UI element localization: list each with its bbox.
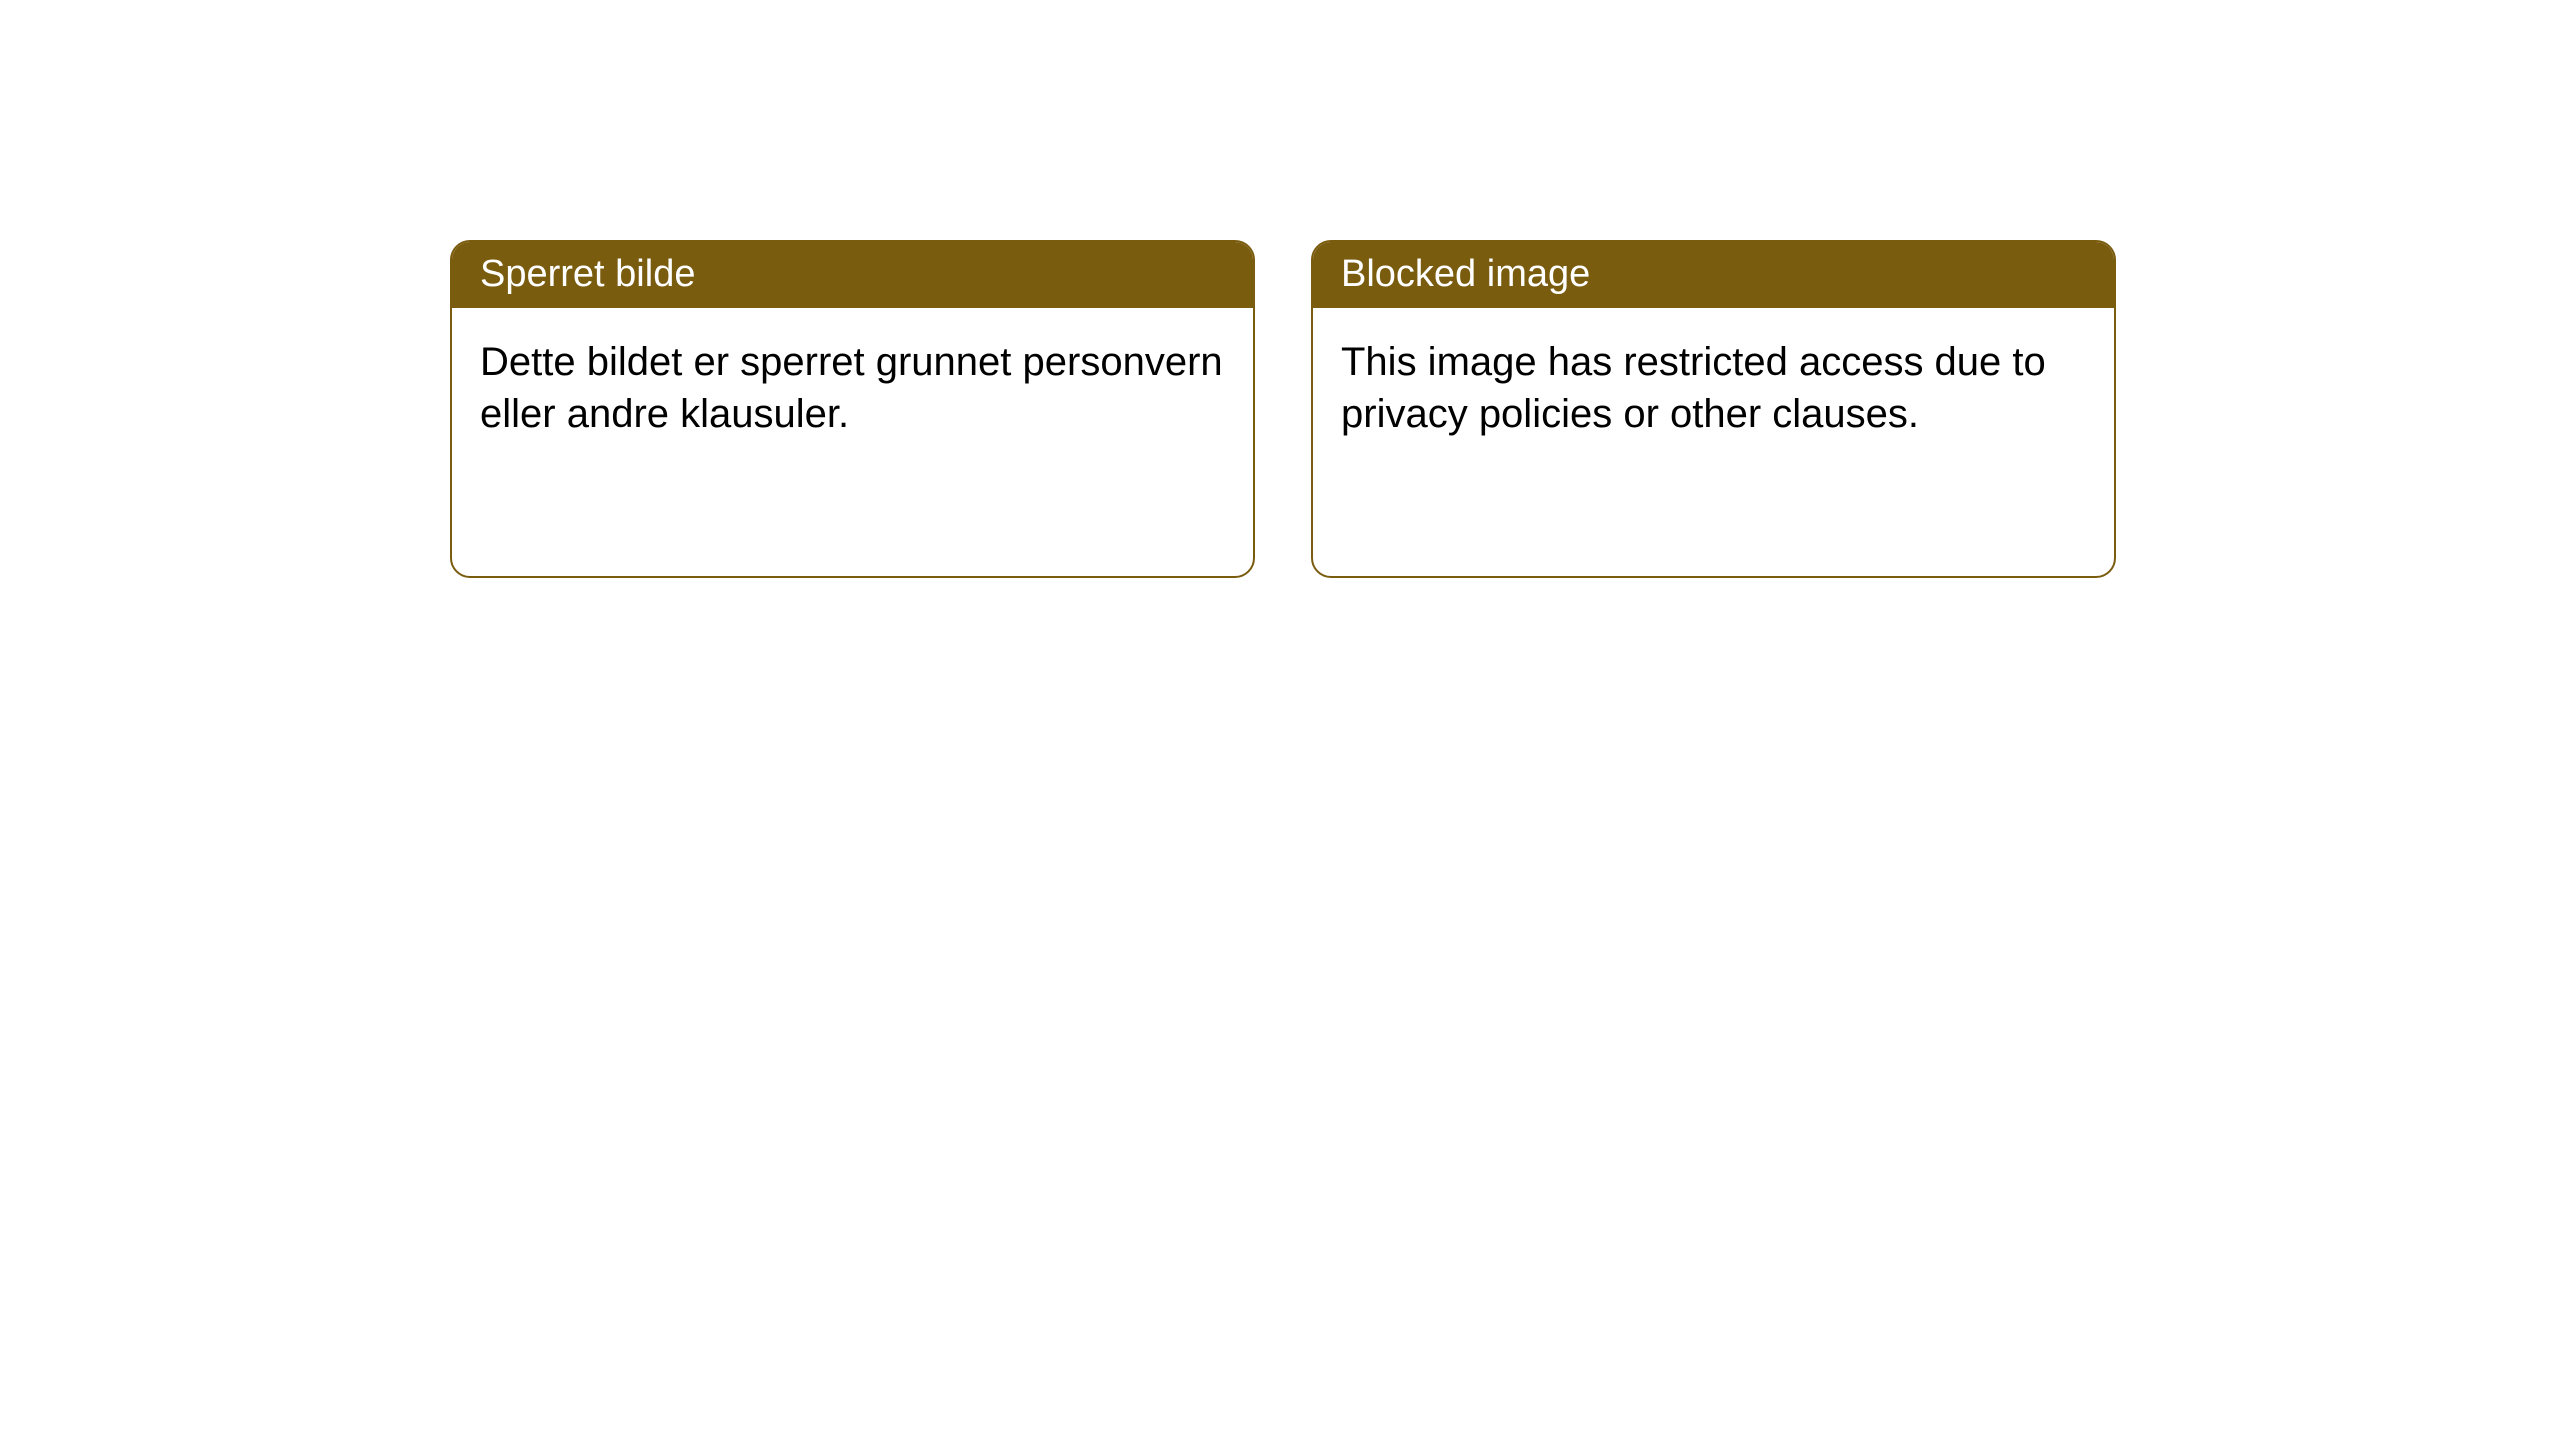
card-title: Sperret bilde (480, 253, 695, 295)
blocked-image-card-english: Blocked image This image has restricted … (1311, 240, 2116, 578)
card-header: Sperret bilde (452, 242, 1253, 308)
card-body: Dette bildet er sperret grunnet personve… (452, 308, 1253, 468)
card-body-text: Dette bildet er sperret grunnet personve… (480, 340, 1223, 436)
card-header: Blocked image (1313, 242, 2114, 308)
card-body-text: This image has restricted access due to … (1341, 340, 2046, 436)
card-title: Blocked image (1341, 253, 1590, 295)
blocked-image-card-norwegian: Sperret bilde Dette bildet er sperret gr… (450, 240, 1255, 578)
notice-container: Sperret bilde Dette bildet er sperret gr… (0, 0, 2560, 578)
card-body: This image has restricted access due to … (1313, 308, 2114, 468)
